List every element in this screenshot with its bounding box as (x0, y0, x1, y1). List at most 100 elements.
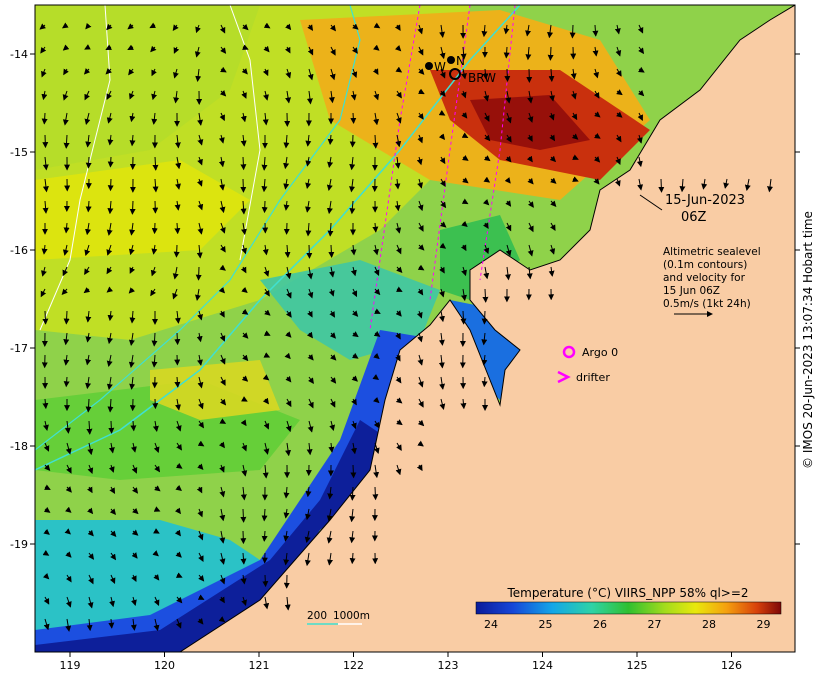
velocity-arrow (285, 398, 292, 408)
velocity-arrow (152, 156, 159, 171)
velocity-arrow (63, 376, 70, 388)
velocity-arrow (616, 89, 623, 96)
velocity-arrow (570, 68, 577, 80)
velocity-arrow (261, 156, 268, 171)
velocity-arrow (43, 596, 50, 605)
velocity-arrow (439, 242, 447, 249)
velocity-arrow (483, 244, 490, 255)
velocity-arrow (197, 222, 204, 235)
velocity-arrow (175, 398, 181, 411)
velocity-arrow (283, 552, 290, 566)
velocity-arrow (151, 68, 157, 77)
velocity-arrow (84, 266, 90, 276)
velocity-arrow (527, 244, 534, 257)
velocity-arrow (416, 464, 423, 472)
velocity-arrow (128, 354, 135, 369)
y-tick-label: -16 (10, 244, 28, 257)
velocity-arrow (329, 420, 336, 432)
velocity-arrow (637, 24, 644, 34)
velocity-arrow (527, 200, 534, 208)
velocity-arrow (219, 552, 226, 565)
velocity-arrow (283, 156, 290, 170)
velocity-arrow (218, 286, 226, 294)
depth-label-200: 200 (307, 610, 327, 622)
velocity-arrow (593, 156, 601, 163)
velocity-arrow (197, 156, 203, 166)
velocity-arrow (197, 618, 204, 625)
contour-white-inner (229, 5, 261, 261)
velocity-arrow (439, 376, 446, 390)
velocity-arrow (264, 309, 271, 316)
velocity-arrow (129, 310, 136, 324)
velocity-arrow (527, 112, 534, 123)
velocity-arrow (42, 200, 49, 214)
velocity-arrow (395, 222, 402, 234)
velocity-arrow (439, 90, 446, 97)
velocity-arrow (285, 266, 292, 280)
velocity-arrow (242, 44, 249, 50)
velocity-arrow (395, 66, 403, 73)
velocity-arrow (283, 200, 290, 211)
velocity-arrow (197, 508, 203, 518)
velocity-arrow (418, 222, 424, 232)
drifter-track-1 (369, 5, 421, 331)
velocity-arrow (241, 375, 249, 382)
velocity-arrow (304, 530, 311, 544)
velocity-arrow (461, 220, 468, 228)
velocity-arrow (374, 288, 381, 296)
velocity-arrow (373, 44, 380, 51)
velocity-arrow (129, 266, 136, 274)
velocity-arrow (63, 354, 70, 366)
velocity-arrow (219, 464, 225, 473)
velocity-arrow (438, 133, 446, 141)
velocity-arrow (439, 156, 446, 165)
velocity-arrow (396, 90, 402, 99)
velocity-arrow (329, 398, 336, 408)
velocity-arrow (349, 552, 356, 565)
velocity-arrow (129, 222, 136, 236)
velocity-arrow (504, 266, 511, 281)
colorbar-tick-label: 24 (484, 618, 498, 631)
colorbar-ticks: 24 25 26 27 28 29 (484, 618, 771, 631)
velocity-arrow (262, 244, 269, 256)
velocity-arrow (481, 354, 488, 366)
velocity-arrow (548, 68, 555, 83)
velocity-arrow (547, 24, 554, 39)
velocity-arrow (219, 508, 226, 522)
velocity-arrow (198, 552, 204, 562)
velocity-arrow (482, 68, 489, 80)
velocity-arrow (394, 45, 402, 52)
velocity-arrow (240, 266, 247, 274)
velocity-arrow (219, 24, 226, 34)
x-axis: 119 120 121 122 123 124 125 126 (60, 652, 742, 672)
velocity-arrow (240, 419, 247, 427)
velocity-arrow (308, 376, 314, 385)
velocity-arrow (505, 244, 512, 257)
velocity-arrow (483, 266, 490, 280)
y-tick-label: -14 (10, 48, 28, 61)
legend-line-1: Altimetric sealevel (663, 246, 761, 258)
velocity-arrow (327, 552, 334, 566)
velocity-arrow (196, 486, 203, 494)
drifter-label: drifter (576, 371, 610, 384)
velocity-arrow (305, 508, 311, 521)
velocity-arrow (220, 46, 227, 54)
velocity-arrow (616, 111, 623, 118)
velocity-arrow (571, 112, 578, 121)
velocity-arrow (43, 506, 51, 513)
velocity-arrow (153, 506, 161, 512)
velocity-arrow (88, 574, 94, 585)
velocity-arrow (151, 90, 158, 101)
velocity-arrow (108, 464, 115, 473)
velocity-arrow (106, 354, 113, 367)
velocity-arrow (263, 22, 271, 29)
velocity-arrow (109, 574, 116, 585)
velocity-arrow (305, 178, 312, 190)
velocity-arrow (63, 68, 69, 76)
velocity-arrow (220, 376, 226, 386)
velocity-arrow (418, 398, 424, 408)
velocity-arrow (504, 68, 511, 83)
velocity-arrow (87, 464, 94, 475)
velocity-arrow (351, 442, 357, 455)
